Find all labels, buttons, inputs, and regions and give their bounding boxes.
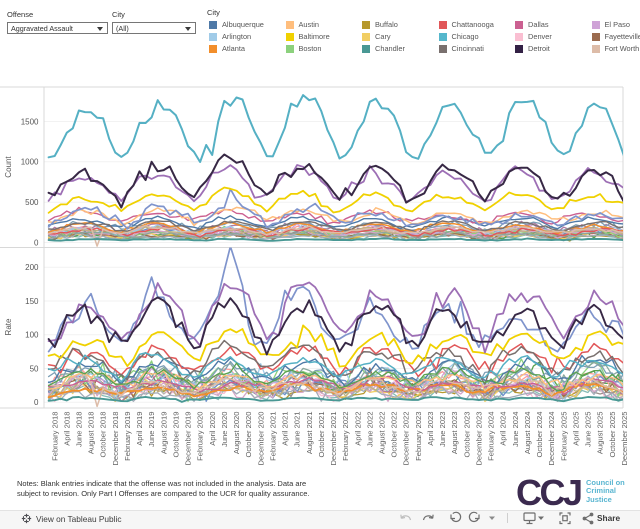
svg-text:1500: 1500 — [21, 117, 39, 126]
svg-text:1000: 1000 — [21, 158, 39, 167]
svg-text:December 2023: December 2023 — [475, 412, 484, 466]
svg-text:August 2019: August 2019 — [159, 412, 168, 455]
svg-text:June 2023: June 2023 — [438, 412, 447, 447]
svg-text:Share: Share — [597, 513, 620, 523]
svg-text:April 2019: April 2019 — [135, 412, 144, 446]
svg-text:100: 100 — [25, 331, 39, 340]
svg-text:December 2025: December 2025 — [620, 412, 629, 466]
svg-text:February 2024: February 2024 — [487, 412, 496, 461]
svg-text:August 2021: August 2021 — [305, 412, 314, 455]
svg-text:Rate: Rate — [4, 318, 13, 335]
svg-text:February 2025: February 2025 — [559, 412, 568, 461]
svg-text:December 2022: December 2022 — [402, 412, 411, 466]
svg-text:December 2019: December 2019 — [184, 412, 193, 466]
svg-text:August 2025: August 2025 — [596, 412, 605, 455]
svg-text:150: 150 — [25, 297, 39, 306]
svg-text:0: 0 — [34, 238, 39, 247]
svg-text:December 2018: December 2018 — [111, 412, 120, 466]
svg-text:February 2018: February 2018 — [50, 412, 59, 461]
svg-text:February 2022: February 2022 — [341, 412, 350, 461]
svg-text:June 2019: June 2019 — [147, 412, 156, 447]
svg-text:June 2018: June 2018 — [75, 412, 84, 447]
svg-text:December 2024: December 2024 — [547, 412, 556, 466]
svg-text:August 2023: August 2023 — [450, 412, 459, 455]
svg-text:50: 50 — [30, 364, 39, 373]
svg-text:Count: Count — [4, 156, 13, 178]
svg-text:April 2024: April 2024 — [499, 411, 508, 445]
svg-text:April 2021: April 2021 — [281, 412, 290, 446]
svg-text:August 2018: August 2018 — [87, 412, 96, 455]
svg-text:February 2023: February 2023 — [414, 412, 423, 461]
svg-text:October 2024: October 2024 — [535, 412, 544, 458]
svg-text:April 2020: April 2020 — [208, 412, 217, 446]
svg-text:April 2022: April 2022 — [353, 412, 362, 446]
svg-text:October 2021: October 2021 — [317, 412, 326, 458]
svg-text:December 2021: December 2021 — [329, 412, 338, 466]
svg-text:December 2020: December 2020 — [256, 412, 265, 466]
svg-text:February 2019: February 2019 — [123, 412, 132, 461]
svg-text:February 2021: February 2021 — [268, 412, 277, 461]
svg-text:April 2018: April 2018 — [62, 412, 71, 446]
svg-text:200: 200 — [25, 263, 39, 272]
svg-text:0: 0 — [34, 398, 39, 407]
svg-text:June 2021: June 2021 — [293, 412, 302, 447]
svg-text:500: 500 — [25, 198, 39, 207]
svg-text:October 2020: October 2020 — [244, 412, 253, 458]
svg-text:April 2025: April 2025 — [571, 412, 580, 446]
svg-text:October 2023: October 2023 — [462, 412, 471, 458]
svg-text:August 2022: August 2022 — [378, 412, 387, 455]
svg-text:October 2019: October 2019 — [172, 412, 181, 458]
svg-text:October 2025: October 2025 — [608, 412, 617, 458]
svg-text:June 2024: June 2024 — [511, 412, 520, 447]
svg-text:August 2020: August 2020 — [232, 412, 241, 455]
svg-text:April 2023: April 2023 — [426, 412, 435, 446]
svg-text:October 2018: October 2018 — [99, 412, 108, 458]
svg-text:February 2020: February 2020 — [196, 412, 205, 461]
svg-text:October 2022: October 2022 — [390, 412, 399, 458]
svg-text:August 2024: August 2024 — [523, 412, 532, 455]
svg-text:June 2025: June 2025 — [584, 412, 593, 447]
svg-text:June 2020: June 2020 — [220, 412, 229, 447]
svg-text:June 2022: June 2022 — [365, 412, 374, 447]
